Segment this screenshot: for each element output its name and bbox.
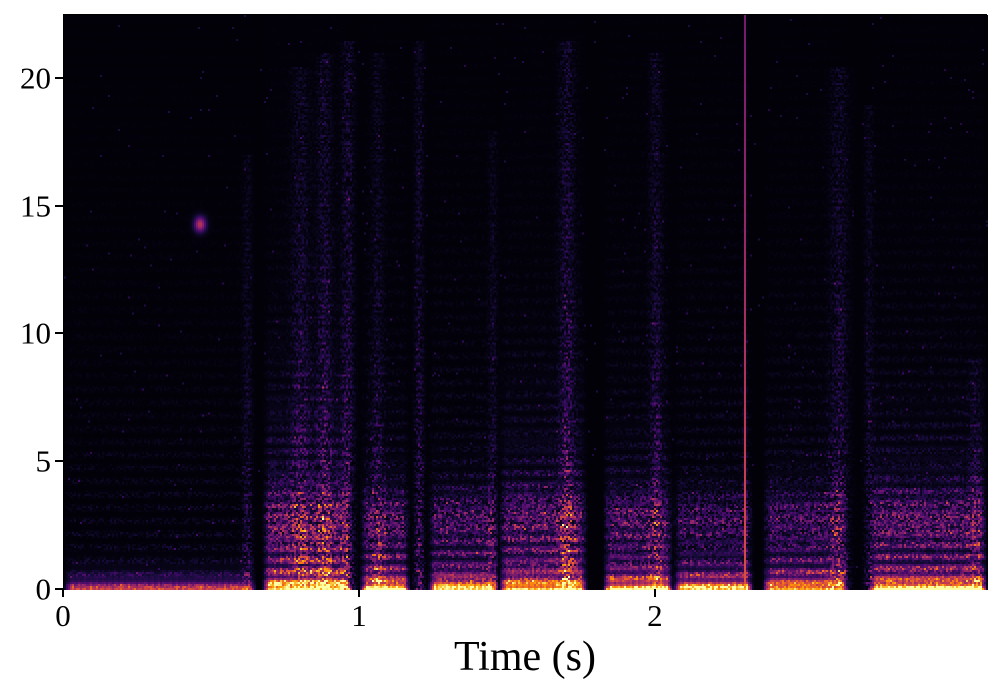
x-axis-title: Time (s) [454, 634, 596, 680]
y-tick-label: 15 [20, 188, 51, 224]
x-tick-mark [357, 589, 360, 597]
y-tick-mark [55, 204, 63, 207]
y-tick-mark [55, 76, 63, 79]
y-tick-mark [55, 460, 63, 463]
y-tick-label: 5 [35, 443, 52, 479]
x-tick-mark [653, 589, 656, 597]
plot-area [63, 14, 988, 590]
y-tick-label: 10 [20, 315, 51, 351]
y-tick-label: 20 [20, 60, 51, 96]
x-tick-mark [62, 589, 64, 597]
y-tick-mark [55, 332, 63, 335]
x-tick-label: 1 [351, 598, 367, 633]
spectrogram-heatmap [64, 15, 988, 590]
y-tick-mark [55, 588, 63, 590]
x-tick-label: 0 [55, 598, 71, 633]
y-tick-label: 0 [35, 571, 52, 607]
x-tick-label: 2 [647, 598, 663, 633]
